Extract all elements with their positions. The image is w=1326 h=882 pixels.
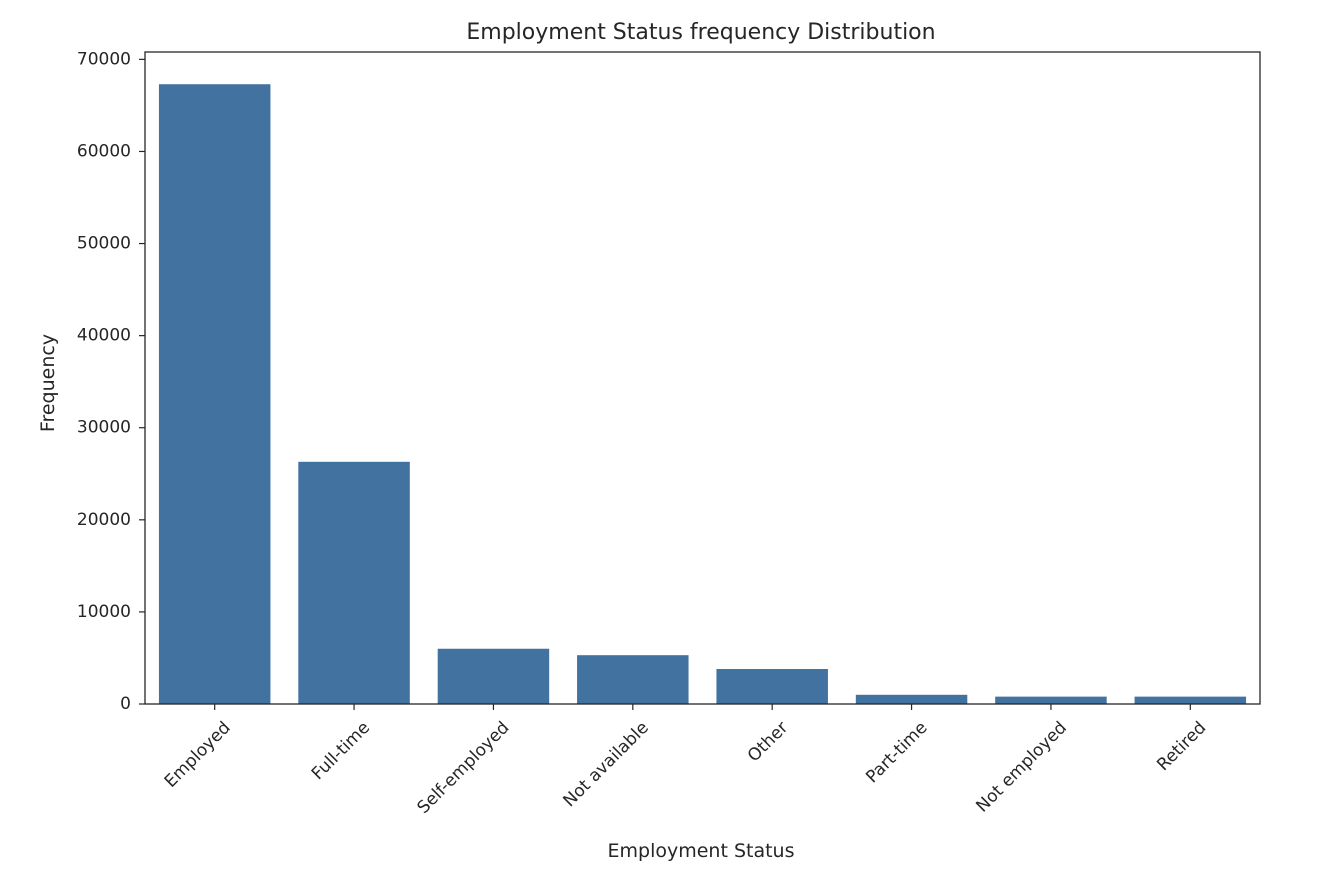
bar-full-time bbox=[298, 461, 410, 704]
x-tick-label: Not available bbox=[560, 718, 653, 811]
y-tick-label: 30000 bbox=[77, 418, 131, 438]
plot-frame bbox=[144, 51, 1261, 705]
bar-retired bbox=[1134, 696, 1247, 704]
bar-part-time bbox=[855, 694, 968, 704]
bar-not-employed bbox=[995, 696, 1107, 704]
x-tick-label: Full-time bbox=[308, 718, 374, 784]
y-axis-label: Frequency bbox=[37, 334, 59, 432]
bar-employed bbox=[158, 84, 271, 705]
x-tick-label: Self-employed bbox=[413, 718, 513, 818]
y-tick-label: 20000 bbox=[77, 510, 131, 530]
x-tick-label: Part-time bbox=[862, 718, 931, 787]
y-tick-label: 40000 bbox=[77, 326, 131, 346]
bars-group bbox=[158, 84, 1247, 705]
y-tick-label: 0 bbox=[120, 694, 131, 714]
x-axis-ticks: Employed Full-time Self-employed Not availa… bbox=[161, 704, 1210, 818]
bar-not-available bbox=[577, 655, 689, 704]
y-tick-label: 60000 bbox=[77, 141, 131, 161]
x-tick-label: Retired bbox=[1153, 718, 1210, 775]
x-tick-label: Other bbox=[744, 718, 792, 766]
x-axis-label: Employment Status bbox=[608, 840, 795, 862]
bar-self-employed bbox=[437, 648, 550, 704]
y-axis-ticks: 0 10000 20000 30000 40000 50000 60000 70000 bbox=[77, 49, 145, 714]
chart-title: Employment Status frequency Distribution bbox=[466, 20, 935, 45]
y-tick-label: 10000 bbox=[77, 602, 131, 622]
y-tick-label: 50000 bbox=[77, 234, 131, 254]
y-tick-label: 70000 bbox=[77, 49, 131, 69]
x-tick-label: Not employed bbox=[972, 718, 1071, 817]
x-tick-label: Employed bbox=[161, 718, 235, 792]
bar-other bbox=[716, 669, 828, 704]
